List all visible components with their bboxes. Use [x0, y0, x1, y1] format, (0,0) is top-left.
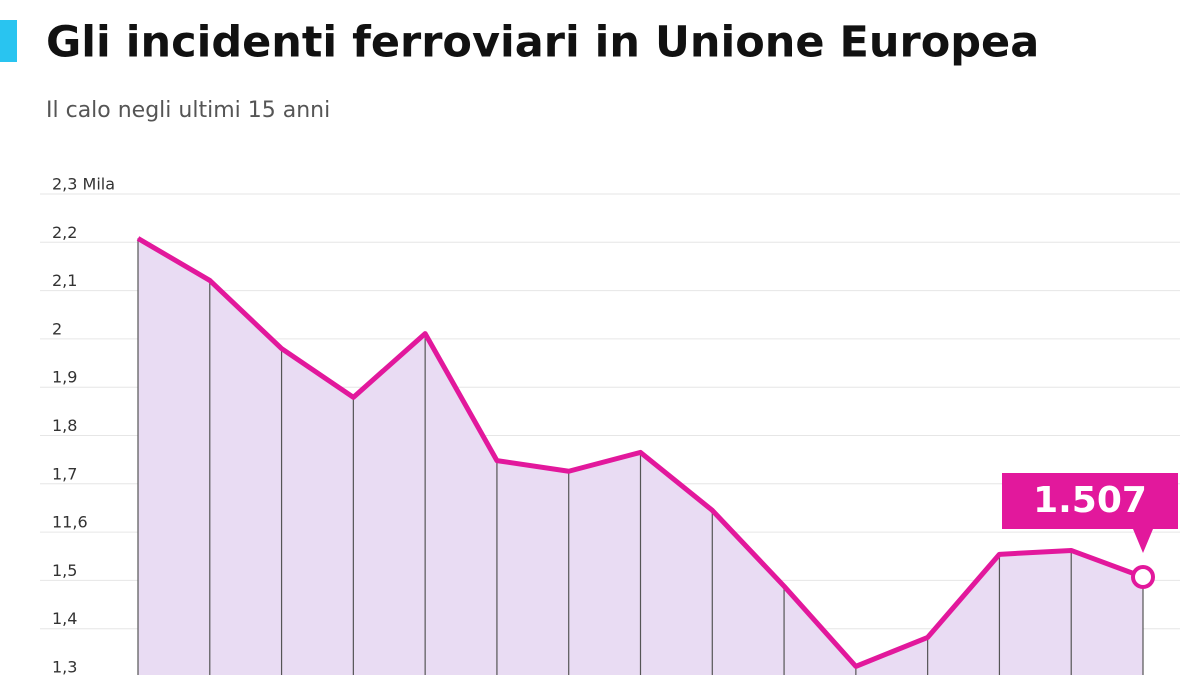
y-tick-label: 1,3 [52, 658, 77, 675]
accent-bar [0, 20, 17, 62]
y-tick-label: 1,9 [52, 368, 77, 387]
y-tick-label: 2,2 [52, 223, 77, 242]
value-label: 1.507 [1033, 480, 1147, 521]
label-box [1002, 473, 1178, 554]
y-tick-label: 1,5 [52, 561, 77, 580]
y-tick-label: 2,3 Mila [52, 175, 115, 194]
end-point [1131, 565, 1155, 590]
y-tick-label: 1,8 [52, 416, 77, 435]
y-tick-label: 1,4 [52, 609, 77, 628]
y-tick-label: 2,1 [52, 271, 77, 290]
y-tick-label: 2 [52, 319, 62, 338]
y-tick-label: 1,7 [52, 464, 77, 483]
line [136, 236, 1144, 669]
chart-title: Gli incidenti ferroviari in Unione Europ… [46, 18, 1039, 68]
y-tick-label: 11,6 [52, 513, 88, 532]
chart-subtitle: Il calo negli ultimi 15 anni [46, 98, 330, 123]
